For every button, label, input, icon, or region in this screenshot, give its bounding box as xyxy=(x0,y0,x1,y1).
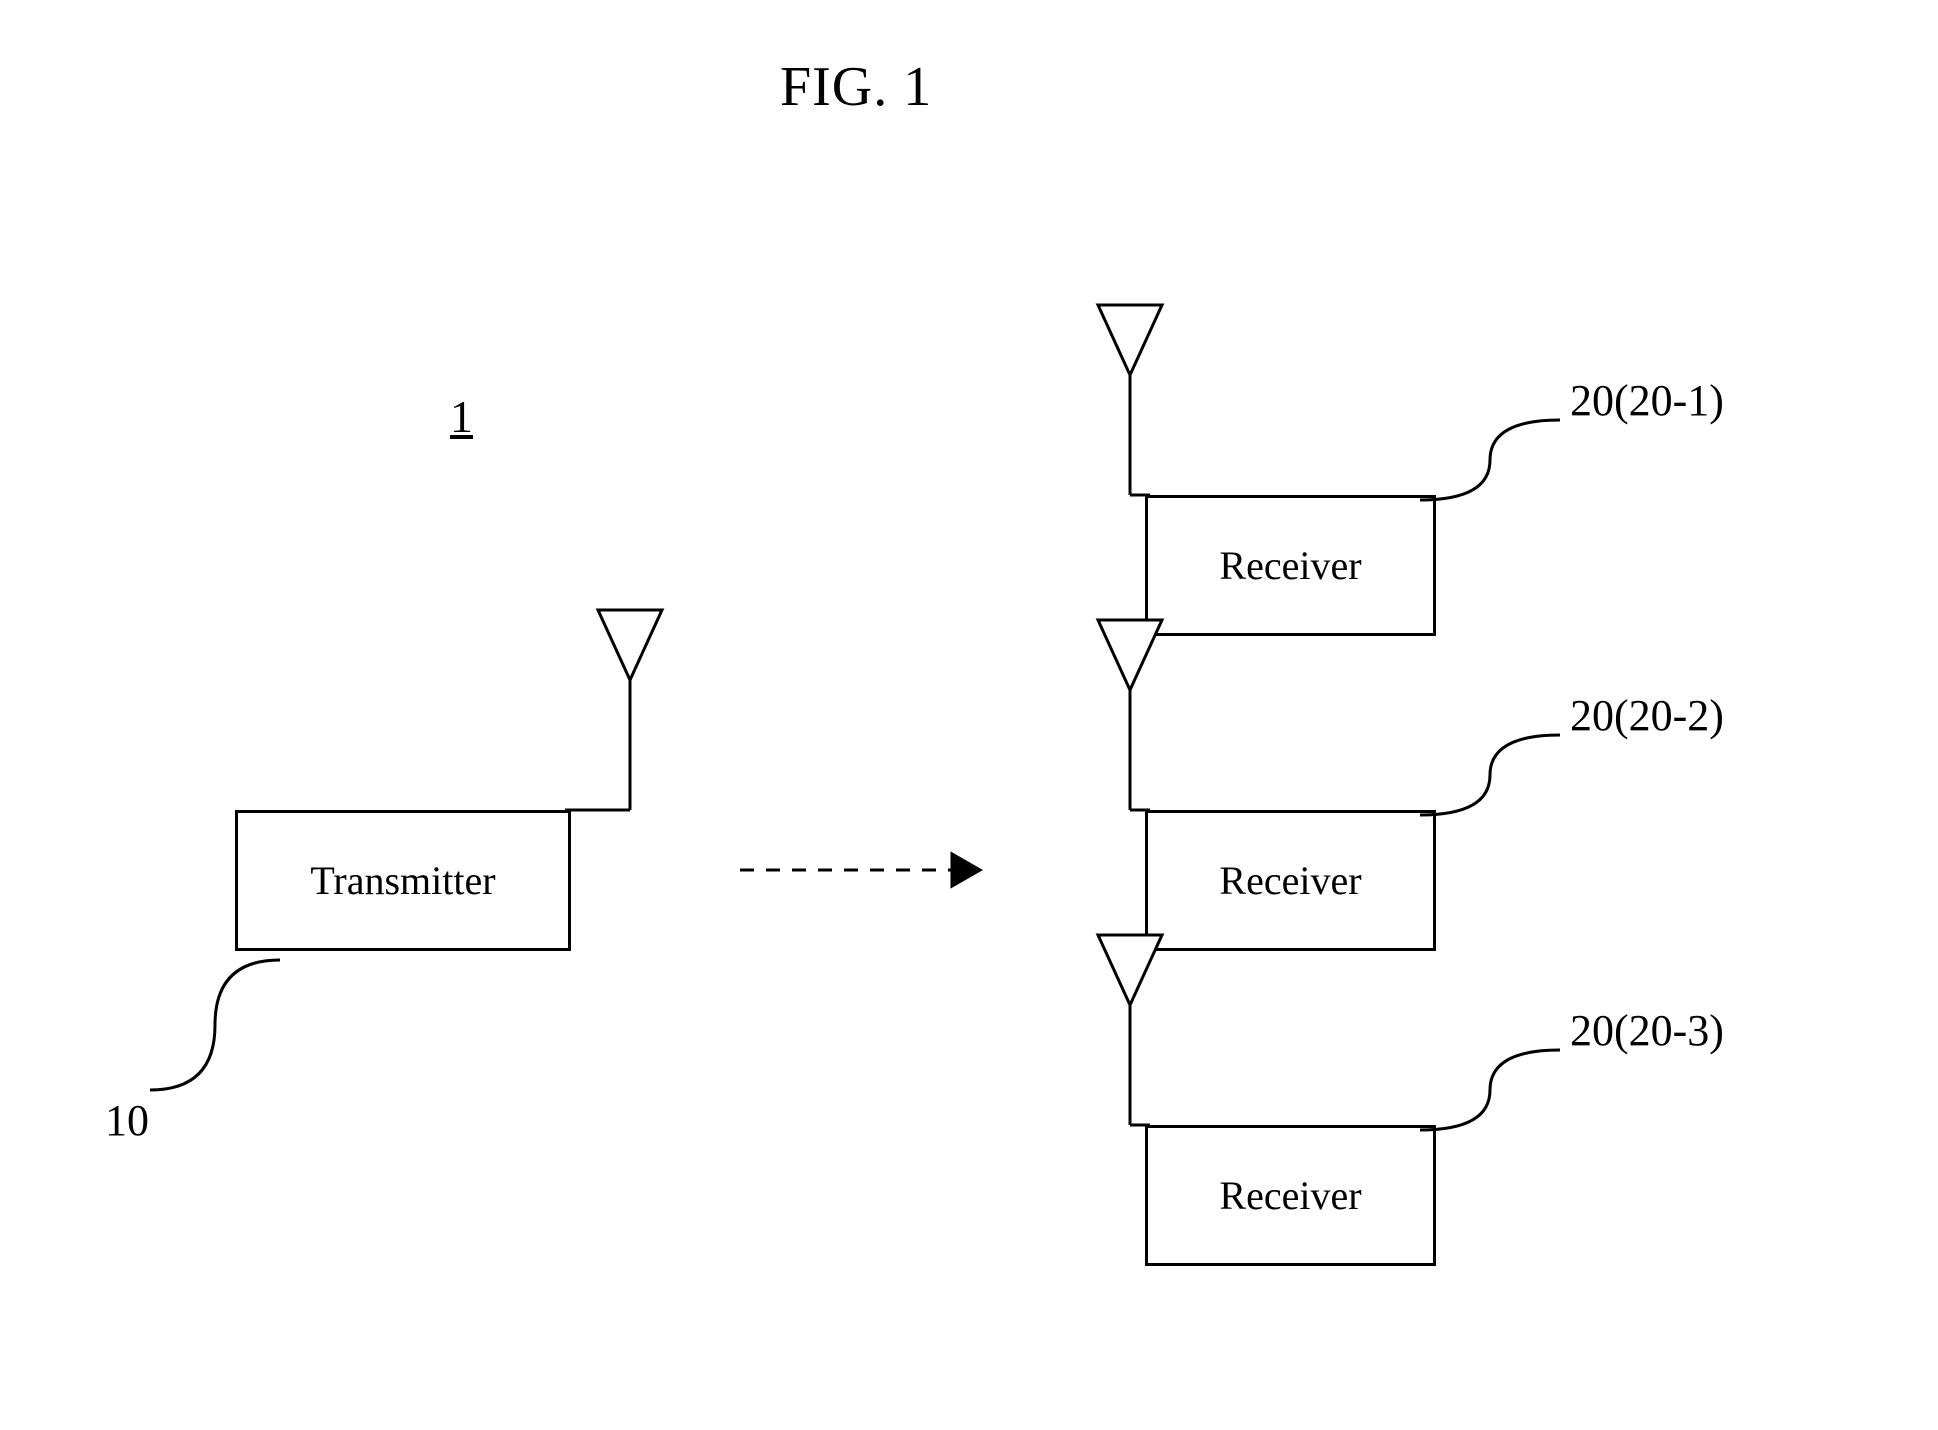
receiver-box-2: Receiver xyxy=(1145,810,1436,951)
transmitter-label: Transmitter xyxy=(310,857,495,904)
receiver-label: Receiver xyxy=(1219,542,1361,589)
receiver-ref-label-1: 20(20-1) xyxy=(1570,375,1724,426)
receiver-ref-label-2: 20(20-2) xyxy=(1570,690,1724,741)
receiver-box-3: Receiver xyxy=(1145,1125,1436,1266)
transmitter-box: Transmitter xyxy=(235,810,571,951)
receiver-box-1: Receiver xyxy=(1145,495,1436,636)
receiver-ref-label-3: 20(20-3) xyxy=(1570,1005,1724,1056)
diagram-canvas: FIG. 1 1 Transmitter 10 Receiver 20(20-1… xyxy=(0,0,1938,1430)
system-ref-label: 1 xyxy=(450,390,473,443)
receiver-label: Receiver xyxy=(1219,1172,1361,1219)
receiver-label: Receiver xyxy=(1219,857,1361,904)
figure-title: FIG. 1 xyxy=(780,55,932,119)
transmitter-ref-label: 10 xyxy=(105,1095,149,1146)
